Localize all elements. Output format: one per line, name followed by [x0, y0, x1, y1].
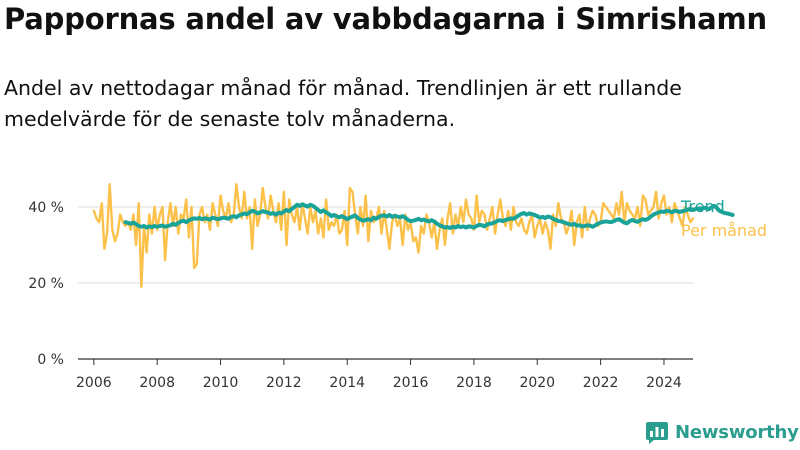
chart-subtitle: Andel av nettodagar månad för månad. Tre… [4, 76, 682, 131]
y-tick-label: 40 % [28, 200, 64, 216]
series-lines [92, 183, 735, 288]
trend-line [123, 202, 735, 230]
legend-trend-label: Trend [680, 197, 725, 216]
x-tick-label: 2012 [266, 375, 302, 391]
brand-logo-group: Newsworthy [645, 420, 799, 444]
x-tick-label: 2020 [519, 375, 555, 391]
legend: Trend Per månad [680, 197, 767, 240]
axes: 0 % 20 % 40 % 2006 2008 2010 2012 2014 2016 2018 2… [28, 200, 681, 391]
x-tick-label: 2008 [139, 375, 175, 391]
gridlines [78, 206, 693, 360]
y-tick-label: 0 % [37, 352, 64, 368]
chart-title: Pappornas andel av vabbdagarna i Simrish… [4, 2, 767, 36]
newsworthy-logo-icon [646, 422, 668, 444]
x-tick-label: 2016 [393, 375, 429, 391]
x-tick-label: 2022 [583, 375, 619, 391]
x-tick-label: 2006 [76, 375, 112, 391]
brand-name: Newsworthy [675, 421, 799, 443]
y-tick-label: 20 % [28, 276, 64, 292]
x-tick-label: 2024 [646, 375, 682, 391]
monthly-share-line [92, 183, 695, 288]
legend-monthly-label: Per månad [681, 221, 767, 240]
x-tick-label: 2014 [329, 375, 365, 391]
x-tick-label: 2018 [456, 375, 492, 391]
x-tick-label: 2010 [203, 375, 239, 391]
